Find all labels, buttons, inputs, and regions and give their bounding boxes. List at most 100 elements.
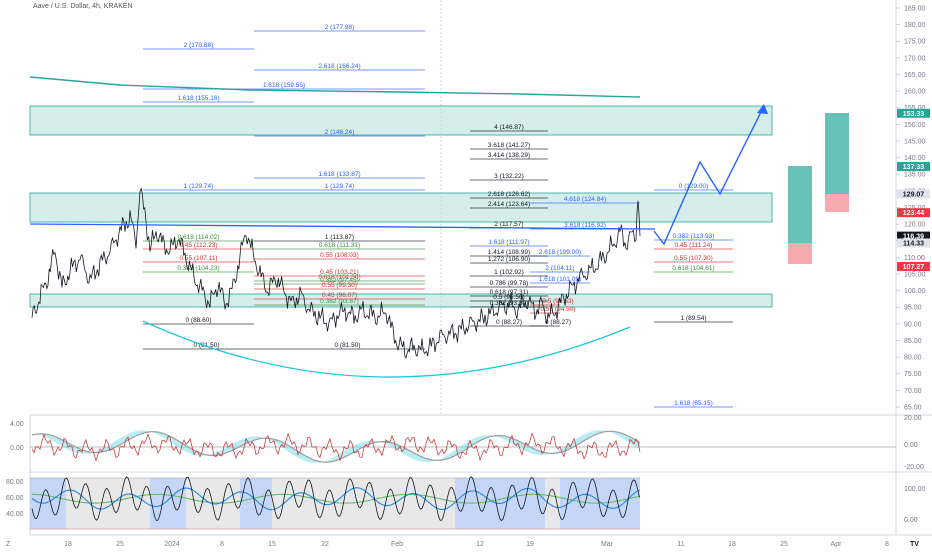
osc2-main-line bbox=[31, 476, 640, 522]
price-tick-label: 185.00 bbox=[904, 5, 926, 12]
osc1-left-tick: 0.00 bbox=[10, 445, 24, 452]
tradingview-logo[interactable]: TV bbox=[910, 541, 919, 548]
price-layer bbox=[31, 187, 641, 359]
fib-level-label: 0.786 (99.78) bbox=[490, 280, 529, 287]
oscillator-2-pane bbox=[30, 476, 640, 530]
fib-level-label: 0.55 (108.03) bbox=[320, 252, 359, 259]
fib-level-label: 1.618 (111.97) bbox=[488, 239, 529, 246]
osc2-regime-band bbox=[66, 478, 150, 529]
time-tick-label: 12 bbox=[476, 541, 484, 548]
price-badge: 107.27 bbox=[903, 264, 925, 271]
price-tick-label: 120.00 bbox=[904, 222, 926, 229]
time-tick-label: 8 bbox=[220, 541, 224, 548]
drawings-layer bbox=[29, 76, 768, 378]
fib-level-label: 1.618 (101.09) bbox=[539, 276, 581, 283]
price-tick-label: 140.00 bbox=[904, 155, 926, 162]
fib-layer: 2 (177.98) 2 (170.88) 2.618 (166.24) 1.618 … bbox=[143, 24, 733, 408]
time-tick-label: 25 bbox=[116, 541, 124, 548]
fib-level-label: 0.5 (96.53) bbox=[542, 298, 573, 305]
fib-level-label: 4.618 (124.84) bbox=[564, 196, 606, 203]
osc2-regime-band bbox=[272, 478, 455, 529]
price-tick-label: 165.00 bbox=[904, 72, 926, 79]
time-tick-label: 19 bbox=[526, 541, 534, 548]
price-tick-label: 155.00 bbox=[904, 105, 926, 112]
price-badge-bg bbox=[897, 238, 930, 248]
fib-level-label: 0 (88.60) bbox=[185, 317, 211, 324]
fib-level-label: 0 (81.50) bbox=[334, 342, 360, 349]
fib-level-label: 0.45 (96.07) bbox=[322, 292, 357, 299]
fib-level-label: 2 (117.57) bbox=[494, 221, 523, 228]
osc1-right-tick: 20.00 bbox=[904, 415, 922, 422]
price-tick-label: 105.00 bbox=[904, 271, 926, 278]
fib-level-label: 2 (104.11) bbox=[545, 265, 574, 272]
projection-arrowhead bbox=[757, 104, 768, 114]
axes-layer: 185.00180.00175.00170.00165.00160.00155.… bbox=[6, 5, 930, 548]
fib-level-label: 0.618 (114.02) bbox=[178, 234, 220, 241]
fib-level-label: 0.618 (104.61) bbox=[672, 265, 714, 272]
fib-level-label: 2 (177.98) bbox=[325, 24, 355, 31]
price-badge: 116.39 bbox=[903, 234, 924, 241]
time-tick-label: 15 bbox=[268, 541, 276, 548]
fib-level-label: 3.618 (116.92) bbox=[564, 222, 606, 229]
fib-level-label: 0 (88.27) bbox=[545, 319, 571, 326]
time-tick-label: 18 bbox=[728, 541, 736, 548]
fib-level-label: 1 (89.54) bbox=[680, 315, 706, 322]
price-tick-label: 75.00 bbox=[904, 371, 922, 378]
rounding-bottom-arc bbox=[142, 320, 631, 378]
long-position-profit bbox=[788, 166, 812, 243]
price-tick-label: 175.00 bbox=[904, 39, 926, 46]
fib-level-label: 3.618 (141.27) bbox=[488, 142, 530, 149]
osc1-right-tick: 0.00 bbox=[904, 442, 918, 449]
fib-level-label: 1 (129.74) bbox=[184, 183, 214, 190]
osc2-left-tick: 40.00 bbox=[6, 511, 24, 518]
osc1-wave-band bbox=[32, 430, 640, 463]
fib-level-label: 3.414 (138.29) bbox=[488, 152, 530, 159]
price-badge-bg bbox=[897, 189, 930, 199]
supply-demand-zone bbox=[29, 293, 773, 308]
fib-level-label: 1.618 (65.15) bbox=[674, 400, 713, 407]
time-tick-label: Apr bbox=[831, 541, 843, 548]
supply-demand-zone bbox=[29, 105, 773, 136]
price-badge-bg bbox=[897, 208, 930, 218]
chart-title: Aave / U.S. Dollar, 4h, KRAKEN bbox=[33, 3, 133, 10]
osc2-right-tick: 100.00 bbox=[904, 486, 926, 493]
price-badge-bg bbox=[897, 162, 930, 172]
fib-level-label: 0.55 (107.11) bbox=[179, 255, 217, 262]
price-tick-label: 180.00 bbox=[904, 22, 926, 29]
fib-level-label: 0.5 (95.56) bbox=[493, 294, 524, 301]
osc2-right-tick: 0.00 bbox=[904, 517, 918, 524]
fib-level-label: 2 (170.88) bbox=[184, 42, 214, 49]
fib-level-label: 2.618 (166.24) bbox=[318, 63, 360, 70]
fib-level-label: 0.45 (112.23) bbox=[179, 242, 217, 249]
price-tick-label: 65.00 bbox=[904, 404, 922, 411]
osc1-momentum-line bbox=[31, 432, 641, 462]
fib-level-label: 0.55 (107.30) bbox=[674, 255, 713, 262]
price-badge: 137.33 bbox=[903, 164, 925, 171]
time-tick-label: 8 bbox=[885, 541, 889, 548]
price-tick-label: 70.00 bbox=[904, 388, 922, 395]
left-logo[interactable]: Z bbox=[6, 541, 11, 548]
price-tick-label: 85.00 bbox=[904, 338, 922, 345]
price-tick-label: 150.00 bbox=[904, 122, 926, 129]
fib-level-label: 1 (129.74) bbox=[325, 183, 355, 190]
time-tick-label: 25 bbox=[780, 541, 788, 548]
fib-level-label: 0.382 (97.45) bbox=[320, 277, 359, 284]
osc1-signal-line bbox=[31, 430, 641, 463]
osc2-left-tick: 60.00 bbox=[6, 495, 24, 502]
fib-level-label: 2.414 (123.64) bbox=[488, 201, 530, 208]
price-badge-bg bbox=[897, 231, 930, 241]
fib-level-label: 2.618 (126.62) bbox=[488, 191, 530, 198]
osc1-right-tick: -20.00 bbox=[904, 464, 924, 471]
price-tick-label: 80.00 bbox=[904, 355, 922, 362]
price-tick-label: 135.00 bbox=[904, 172, 926, 179]
fib-level-label: 0.382 (93.87) bbox=[320, 298, 359, 305]
long-position-loss bbox=[788, 243, 812, 264]
long-position-profit bbox=[825, 113, 849, 194]
price-badge: 153.33 bbox=[903, 111, 925, 118]
fib-level-label: 4 (146.87) bbox=[494, 124, 524, 131]
fib-level-label: 1.618 (159.55) bbox=[263, 82, 305, 89]
projection-path bbox=[653, 105, 765, 246]
trend-line bbox=[29, 223, 656, 230]
